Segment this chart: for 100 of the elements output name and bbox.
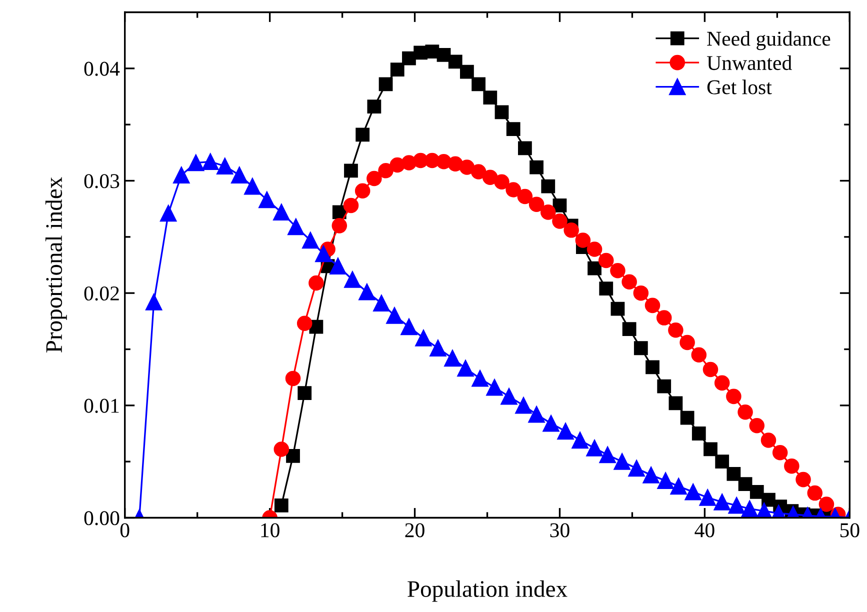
point (644, 298, 660, 314)
point (160, 204, 177, 222)
point (400, 318, 418, 336)
point (542, 415, 560, 432)
point (515, 397, 532, 414)
point (459, 160, 475, 175)
point (541, 179, 556, 194)
y-tick-label: 0.00 (84, 511, 120, 526)
point (344, 271, 361, 288)
point (741, 500, 758, 518)
point (274, 442, 290, 457)
point (715, 454, 730, 469)
point (358, 284, 376, 300)
point (726, 466, 741, 481)
point (517, 188, 533, 204)
point (330, 258, 346, 274)
point (622, 322, 636, 336)
point (668, 396, 683, 410)
point (760, 432, 776, 448)
point (494, 174, 510, 190)
point (691, 347, 707, 363)
point (552, 198, 567, 212)
point (470, 164, 486, 180)
point (146, 294, 162, 310)
point (378, 77, 393, 92)
point (425, 44, 440, 59)
point (457, 360, 474, 377)
point (784, 458, 800, 474)
point (315, 245, 332, 262)
y-tick-label: 0.02 (84, 286, 119, 301)
point (188, 154, 204, 172)
point (540, 204, 556, 220)
point (564, 222, 579, 238)
point (610, 302, 625, 316)
point (482, 170, 498, 186)
point (646, 360, 660, 374)
point (354, 183, 370, 198)
point (657, 472, 674, 490)
point (244, 178, 261, 195)
point (614, 453, 630, 470)
point (378, 162, 394, 178)
point (728, 497, 745, 514)
point (552, 214, 568, 229)
point (738, 477, 752, 491)
point (586, 440, 603, 456)
point (390, 62, 404, 76)
point (588, 261, 602, 276)
point (699, 489, 716, 506)
point (575, 232, 591, 248)
point (528, 406, 545, 423)
point (692, 426, 706, 440)
point (332, 218, 348, 234)
point (634, 341, 648, 356)
point (436, 48, 451, 62)
point (285, 370, 301, 386)
point (750, 484, 764, 499)
point (202, 153, 219, 170)
point (486, 379, 503, 396)
point (344, 164, 358, 178)
point (274, 498, 288, 512)
point (472, 77, 486, 92)
x-tick-label: 30 (550, 523, 570, 538)
point (273, 204, 290, 221)
point (444, 350, 461, 367)
point (518, 141, 532, 156)
point (530, 160, 544, 174)
x-tick-label: 50 (840, 523, 860, 538)
x-axis-title: Population index (408, 580, 568, 602)
x-tick-label: 10 (261, 523, 280, 538)
point (173, 166, 190, 184)
point (702, 362, 718, 378)
point (807, 485, 823, 501)
point (668, 322, 684, 338)
x-tick-label: 20 (405, 523, 424, 538)
point (296, 316, 312, 332)
legend-label: Need guidance (707, 31, 830, 50)
point (657, 379, 672, 394)
point (460, 64, 474, 79)
point (216, 158, 234, 174)
point (680, 334, 695, 350)
y-tick-label: 0.01 (84, 398, 119, 413)
point (483, 90, 498, 105)
point (506, 182, 521, 198)
point (356, 128, 370, 142)
point (506, 122, 520, 136)
point (302, 232, 319, 249)
point (622, 274, 637, 290)
point (415, 330, 432, 346)
point (386, 307, 403, 324)
point (670, 478, 687, 495)
point (367, 100, 382, 114)
point (598, 252, 614, 268)
point (298, 386, 312, 400)
point (373, 294, 390, 312)
point (704, 442, 718, 456)
point (231, 166, 248, 184)
point (796, 472, 811, 488)
point (599, 446, 616, 464)
x-tick-label: 40 (694, 523, 714, 538)
legend-label: Unwanted (706, 55, 792, 70)
